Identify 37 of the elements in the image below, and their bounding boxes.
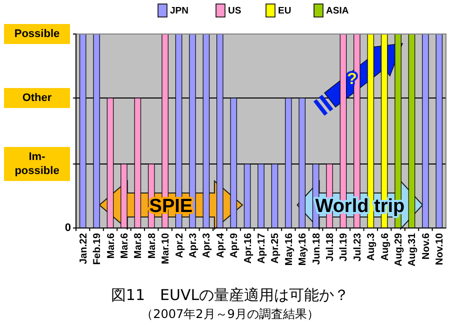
x-tick-label: Mar.10 xyxy=(160,232,172,264)
ref-line-label: Im-possible xyxy=(14,150,60,177)
ref-line-label: Other xyxy=(22,92,52,104)
x-tick-label: Apr.16 xyxy=(242,232,254,264)
x-tick-label: Nov.10 xyxy=(434,232,446,266)
x-tick-label: Mar.8 xyxy=(146,232,158,259)
x-tick-label: Apr.2 xyxy=(174,232,186,258)
text: 図11 EUVLの量産適用は可能か？ xyxy=(110,286,350,304)
text: （2007年2月～9月の調査結果） xyxy=(141,307,319,321)
x-tick-label: Feb.19 xyxy=(92,232,104,265)
x-tick-label: Mar.6 xyxy=(119,232,130,259)
x-tick-label: Aug.29 xyxy=(394,232,405,266)
x-tick-label: Jul.18 xyxy=(325,232,336,262)
x-tick-label: Jun.18 xyxy=(311,232,322,265)
x-tick-label: Apr.3 xyxy=(188,232,199,258)
x-tick-label: Mar.8 xyxy=(133,232,144,259)
x-tick-label: Aug.6 xyxy=(380,232,391,261)
x-tick-label: Apr.9 xyxy=(229,232,240,258)
legend-label: ASIA xyxy=(326,6,349,16)
x-tick-label: Jul.19 xyxy=(338,232,350,262)
ref-line-label: Possible xyxy=(14,28,60,40)
x-tick-label: Aug.3 xyxy=(366,232,378,261)
x-tick-label: Aug.31 xyxy=(407,232,418,266)
x-tick-label: May.16 xyxy=(298,232,309,266)
x-tick-label: Apr.3 xyxy=(202,232,213,258)
x-tick-label: Mar.6 xyxy=(106,232,117,259)
x-tick-label: Apr.4 xyxy=(215,232,226,258)
x-tick-label: Apr.17 xyxy=(256,232,268,264)
x-tick-label: Jan.22 xyxy=(78,232,90,264)
x-tick-label: May.16 xyxy=(284,232,295,266)
legend-label: EU xyxy=(278,6,292,16)
x-tick-label: Nov.6 xyxy=(420,232,432,260)
legend-label: US xyxy=(228,6,242,16)
x-tick-label: Jul.23 xyxy=(352,232,364,262)
legend-label: JPN xyxy=(170,6,189,16)
ref-line-label: 0 xyxy=(64,222,71,234)
x-tick-label: Apr.25 xyxy=(270,232,282,264)
